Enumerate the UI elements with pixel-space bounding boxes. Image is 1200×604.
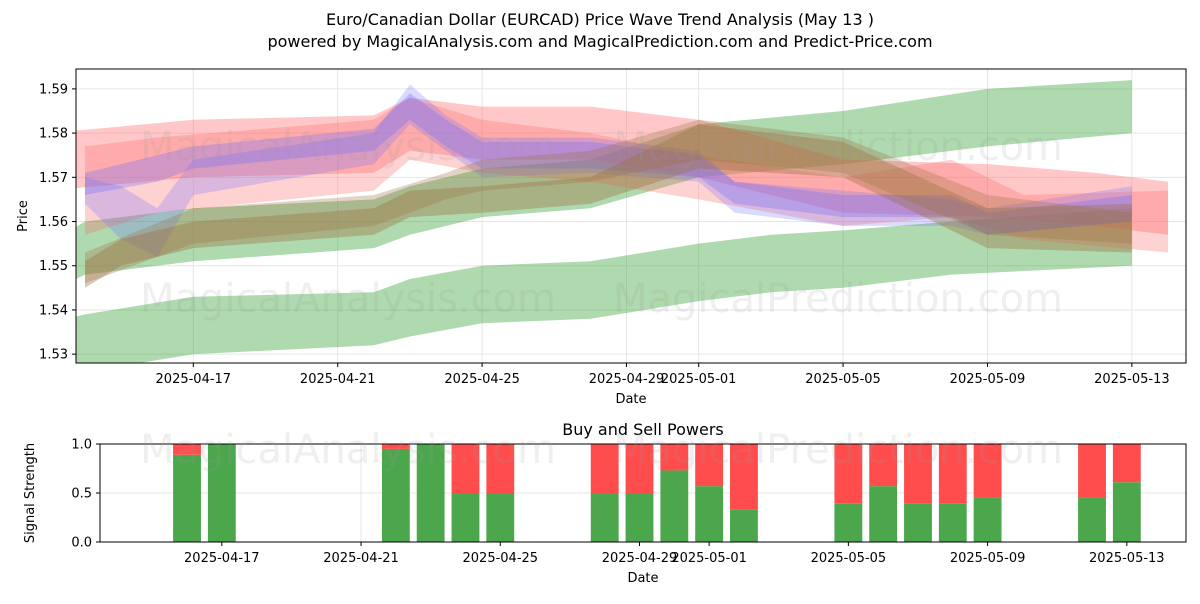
sell-bar	[938, 444, 967, 504]
sell-bar	[486, 444, 515, 493]
wave-band-blue	[85, 84, 1132, 257]
x-tick-label: 2025-04-29	[589, 372, 665, 387]
bar-y-axis-label: Signal Strength	[23, 443, 38, 543]
x-tick-label: 2025-05-13	[1094, 372, 1170, 387]
buy-bar	[973, 497, 1002, 542]
buy-bar	[834, 503, 863, 542]
buy-bar	[590, 493, 619, 542]
chart-subtitle: powered by MagicalAnalysis.com and Magic…	[267, 32, 932, 51]
x-tick-label: 2025-05-09	[950, 372, 1026, 387]
wave-band-green	[76, 80, 1132, 280]
wave-band-green	[76, 208, 1132, 363]
sell-bar	[381, 444, 410, 449]
y-tick-label: 1.55	[39, 259, 68, 274]
sell-bar	[730, 444, 758, 510]
price-chart: 1.53 1.54 1.55 1.56 1.57 1.58 1.59 2025-04-17 20…	[16, 68, 1187, 407]
bar-y-tick-label: 0.5	[71, 487, 92, 502]
watermark-text: MagicalPrediction.com	[613, 276, 1063, 322]
sell-bar	[625, 444, 654, 493]
sell-bar	[451, 444, 480, 493]
watermark-text: MagicalPrediction.com	[613, 124, 1063, 170]
x-tick-label: 2025-04-21	[300, 372, 376, 387]
sell-bar	[695, 444, 724, 487]
watermark-text: MagicalAnalysis.com	[140, 276, 556, 322]
x-tick-label: 2025-04-25	[444, 372, 520, 387]
y-tick-label: 1.56	[39, 215, 68, 230]
y-tick-label: 1.54	[39, 303, 68, 318]
bar-y-tick-label: 0.0	[71, 536, 92, 551]
buy-bar	[1112, 482, 1141, 542]
bar-x-tick-label: 2025-04-25	[463, 551, 539, 566]
wave-band-red	[85, 97, 1168, 253]
sell-bar	[1112, 444, 1141, 483]
buy-bar	[625, 493, 654, 542]
y-tick-label: 1.59	[39, 82, 68, 97]
wave-band-blue	[85, 93, 1132, 235]
watermark-layer: MagicalAnalysis.com MagicalPrediction.com…	[140, 124, 1063, 473]
sell-bar	[660, 444, 689, 471]
buy-bar	[173, 454, 201, 542]
buy-bar	[381, 448, 410, 542]
sell-bar	[173, 444, 201, 455]
buy-bar	[695, 486, 724, 542]
buy-bar	[486, 493, 515, 542]
buy-bar	[869, 486, 898, 542]
buy-bar	[730, 509, 758, 542]
bar-x-axis-label: Date	[627, 571, 658, 586]
bar-chart-title: Buy and Sell Powers	[562, 420, 724, 439]
bar-x-tick-label: 2025-05-09	[950, 551, 1026, 566]
wave-band-brown	[85, 119, 1132, 284]
buy-bar	[207, 444, 236, 542]
x-axis-label: Date	[615, 392, 646, 407]
y-tick-label: 1.53	[39, 348, 68, 363]
bar-x-tick-label: 2025-04-21	[323, 551, 399, 566]
x-tick-label: 2025-05-05	[805, 372, 881, 387]
bar-x-tick-label: 2025-05-01	[671, 551, 747, 566]
sell-bar	[590, 444, 619, 493]
sell-bar	[904, 444, 932, 504]
x-tick-label: 2025-05-01	[661, 372, 737, 387]
bar-y-tick-label: 1.0	[71, 438, 92, 453]
watermark-text: MagicalPrediction.com	[613, 427, 1063, 473]
sell-bar	[1078, 444, 1106, 498]
bar-x-tick-label: 2025-05-05	[811, 551, 887, 566]
wave-bands	[76, 80, 1168, 363]
y-tick-label: 1.57	[39, 171, 68, 186]
watermark-text: MagicalAnalysis.com	[140, 427, 556, 473]
sell-bar	[973, 444, 1002, 498]
bar-x-tick-label: 2025-04-29	[602, 551, 678, 566]
signal-chart: 0.0 0.5 1.0 2025-04-17 2025-04-21 2025-04-25 2…	[23, 420, 1187, 586]
buy-bar	[1078, 497, 1106, 542]
plot-frame	[75, 68, 1187, 364]
chart-title: Euro/Canadian Dollar (EURCAD) Price Wave…	[326, 10, 874, 29]
bar-x-tick-label: 2025-04-17	[184, 551, 260, 566]
y-tick-label: 1.58	[39, 127, 68, 142]
buy-bar	[904, 503, 932, 542]
y-axis-label: Price	[16, 200, 31, 232]
sell-bar	[834, 444, 863, 504]
buy-bar	[660, 470, 689, 542]
x-tick-label: 2025-04-17	[156, 372, 232, 387]
sell-bar	[869, 444, 898, 487]
buy-bar	[416, 444, 445, 542]
watermark-text: MagicalAnalysis.com	[140, 124, 556, 170]
plot-background	[76, 69, 1186, 363]
bar-x-tick-label: 2025-05-13	[1089, 551, 1165, 566]
wave-band-red	[76, 97, 1168, 235]
wave-band-brown	[85, 124, 1132, 288]
buy-bar	[451, 493, 480, 542]
buy-bar	[938, 503, 967, 542]
